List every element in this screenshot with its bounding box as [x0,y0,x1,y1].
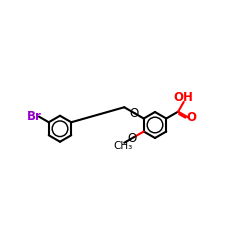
Text: O: O [186,111,196,124]
Text: CH₃: CH₃ [114,141,133,151]
Text: Br: Br [27,110,42,123]
Text: OH: OH [174,91,194,104]
Text: O: O [129,107,138,120]
Text: O: O [128,132,137,145]
